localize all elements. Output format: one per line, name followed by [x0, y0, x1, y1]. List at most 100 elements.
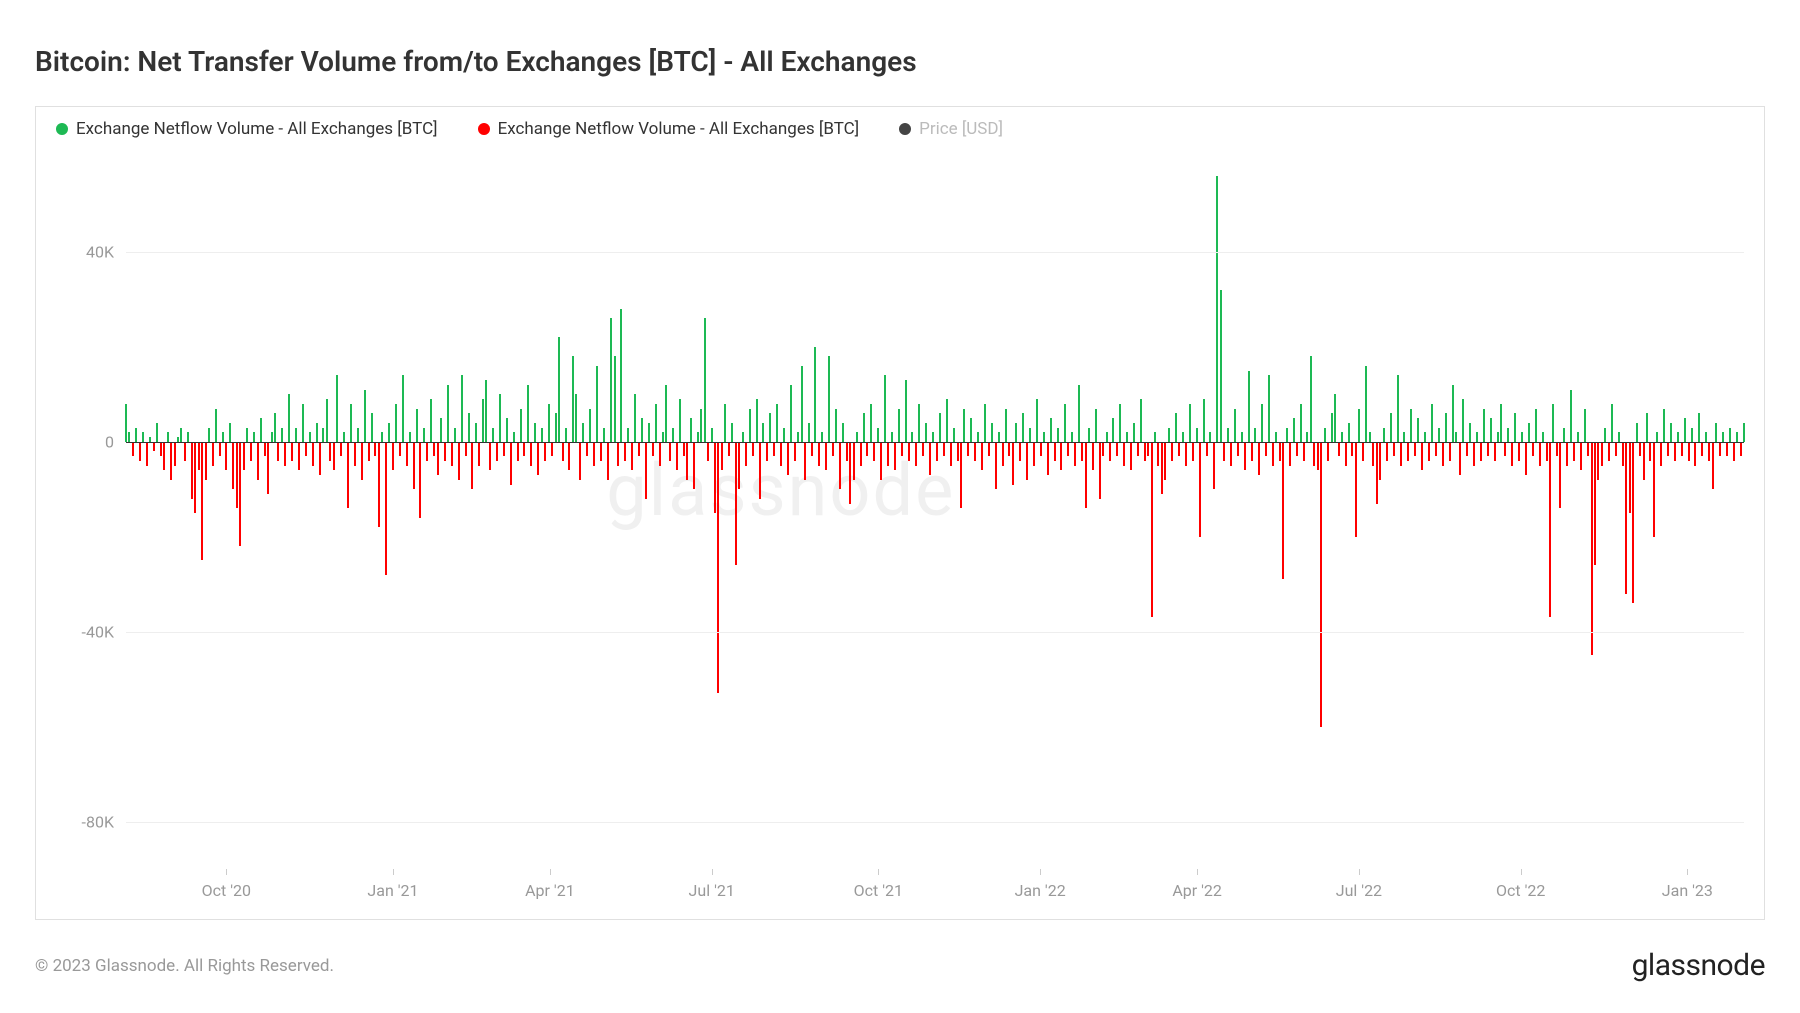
bar [1355, 442, 1357, 537]
bar [527, 385, 529, 442]
bar [901, 442, 903, 456]
bar [465, 442, 467, 456]
bar [981, 442, 983, 470]
bar [1351, 442, 1353, 456]
bar [610, 318, 612, 441]
bar [1559, 442, 1561, 508]
bar [184, 442, 186, 461]
x-axis-label: Oct '21 [854, 881, 903, 900]
x-axis-label: Apr '22 [1172, 881, 1222, 900]
bar [1587, 442, 1589, 456]
x-axis-tick [393, 869, 394, 875]
bar [988, 442, 990, 456]
bar [482, 399, 484, 442]
x-axis-tick [878, 869, 879, 875]
x-axis-tick [226, 869, 227, 875]
bar [1320, 442, 1322, 727]
bar [1573, 442, 1575, 461]
bar [340, 442, 342, 456]
bar [454, 428, 456, 442]
bar [409, 432, 411, 441]
bar [974, 442, 976, 461]
bar [1151, 442, 1153, 618]
bar [319, 442, 321, 475]
bar [1275, 432, 1277, 441]
bar [808, 423, 810, 442]
bar [1223, 442, 1225, 461]
bar [1182, 432, 1184, 441]
bar [205, 442, 207, 480]
bar [1729, 428, 1731, 442]
bar [866, 442, 868, 456]
bar [1317, 442, 1319, 470]
bar [1511, 442, 1513, 466]
bar [1116, 442, 1118, 456]
bar [1043, 432, 1045, 441]
bar [1625, 442, 1627, 594]
bar [146, 442, 148, 466]
x-axis-tick [1687, 869, 1688, 875]
bar [1306, 432, 1308, 441]
bar [1109, 442, 1111, 461]
bar [932, 432, 934, 441]
bar [236, 442, 238, 508]
bar [686, 442, 688, 480]
bar [1431, 404, 1433, 442]
bar [1192, 442, 1194, 461]
bar [1570, 390, 1572, 442]
bar [1487, 442, 1489, 456]
bar [769, 413, 771, 441]
bar [1338, 442, 1340, 456]
bar [430, 399, 432, 442]
bar [316, 423, 318, 442]
bar [1237, 442, 1239, 456]
bar [1705, 432, 1707, 441]
bar [1029, 428, 1031, 442]
bar [1518, 442, 1520, 461]
bar [794, 442, 796, 461]
bar [749, 409, 751, 442]
bar [1272, 442, 1274, 466]
bar [1036, 399, 1038, 442]
bar [1376, 442, 1378, 504]
bar [1178, 442, 1180, 456]
bar [1324, 428, 1326, 442]
y-axis-label: 0 [105, 432, 114, 451]
bar [1189, 404, 1191, 442]
bar [475, 423, 477, 442]
bar [326, 399, 328, 442]
bar [676, 442, 678, 470]
bar [1248, 371, 1250, 442]
bar [198, 442, 200, 470]
bar [208, 428, 210, 442]
bar [776, 404, 778, 442]
bar [1466, 442, 1468, 456]
bar [1601, 442, 1603, 466]
bar [1282, 442, 1284, 580]
bar [998, 432, 1000, 441]
bar [1708, 442, 1710, 461]
bar [1345, 442, 1347, 466]
bar [946, 399, 948, 442]
bar [1400, 442, 1402, 466]
bar [354, 442, 356, 466]
bar [1074, 442, 1076, 466]
bar [672, 428, 674, 442]
bar [891, 432, 893, 441]
bar [381, 432, 383, 441]
bar [1577, 432, 1579, 441]
bar [167, 432, 169, 441]
bar [447, 385, 449, 442]
bar [1331, 413, 1333, 441]
y-axis-label: 40K [86, 242, 114, 261]
bar [963, 409, 965, 442]
bar [707, 442, 709, 461]
bar [1261, 404, 1263, 442]
bar [1019, 442, 1021, 461]
bar [634, 394, 636, 441]
bar [1081, 442, 1083, 461]
bar [1348, 423, 1350, 442]
bar [1546, 442, 1548, 461]
bar [704, 318, 706, 441]
bar [773, 442, 775, 456]
